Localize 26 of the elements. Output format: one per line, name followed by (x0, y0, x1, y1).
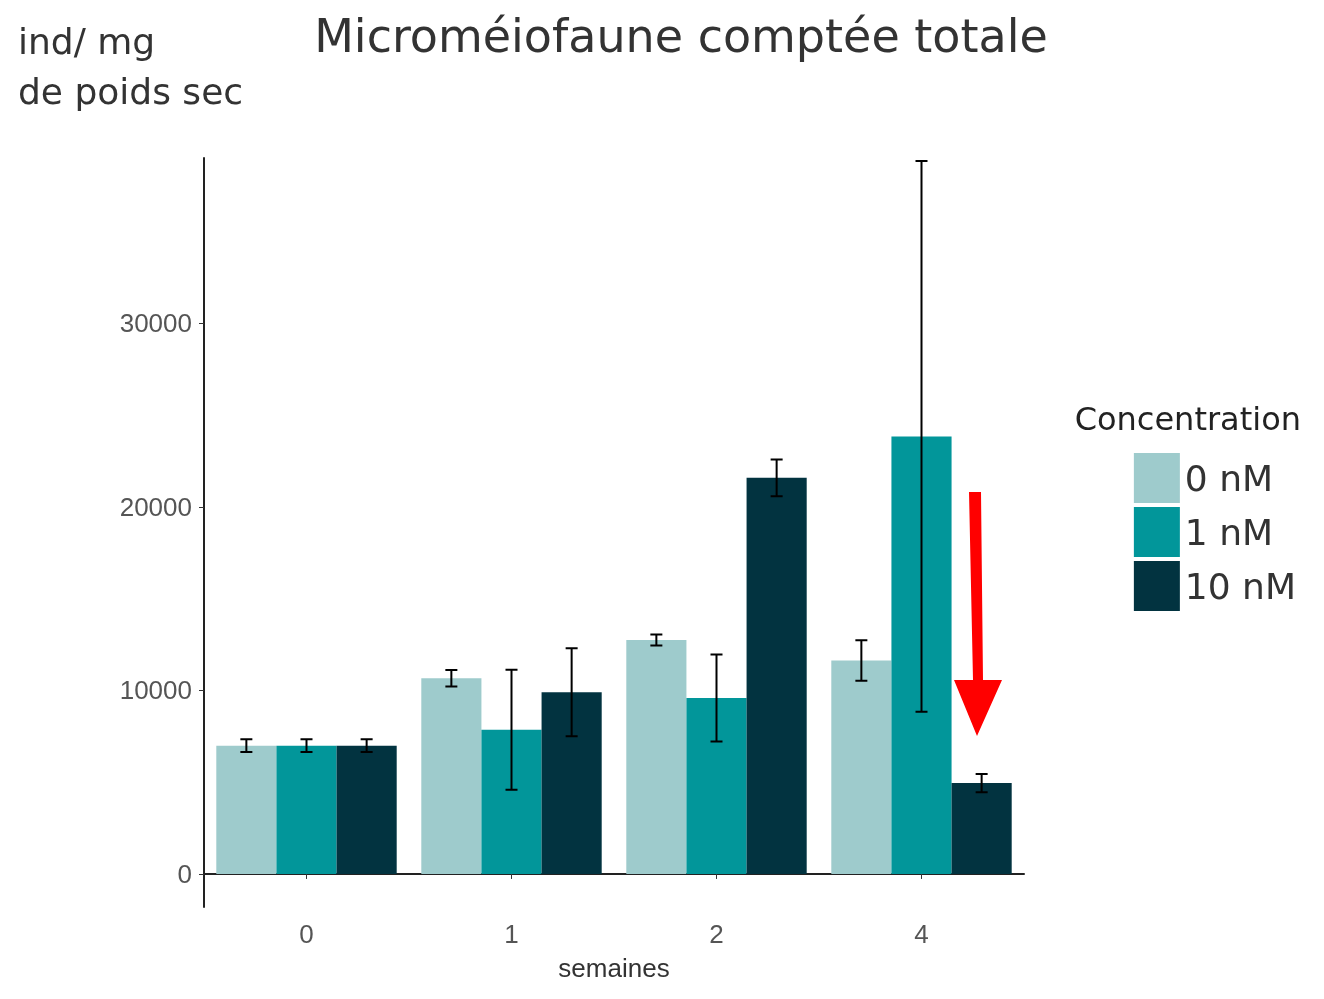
legend-label: 0 nM (1184, 457, 1274, 499)
x-tick-label: 2 (709, 919, 724, 949)
bar (541, 692, 602, 874)
y-tick-label: 20000 (119, 491, 192, 522)
bar (951, 783, 1012, 874)
y-tick-label: 0 (177, 858, 192, 889)
bar (216, 745, 277, 874)
bar (481, 729, 542, 874)
bar (831, 660, 892, 874)
legend-label: 1 nM (1184, 511, 1274, 553)
bar (421, 678, 482, 874)
y-tick-label: 10000 (119, 675, 192, 706)
bar (686, 697, 747, 874)
x-tick-label: 1 (504, 919, 519, 949)
bar (336, 745, 397, 874)
bar (746, 477, 807, 874)
x-tick-label: 0 (299, 919, 314, 949)
legend-label: 10 nM (1184, 565, 1297, 607)
legend-title: Concentration (1074, 400, 1301, 438)
chart-title: Microméiofaune comptée totale (314, 9, 1048, 63)
x-axis-title: semaines (558, 953, 670, 983)
y-axis-title: ind/ mg de poids sec (18, 20, 244, 112)
bar (626, 639, 687, 874)
x-tick-label: 4 (914, 919, 929, 949)
y-tick-label: 30000 (119, 308, 192, 339)
bar (276, 745, 337, 874)
